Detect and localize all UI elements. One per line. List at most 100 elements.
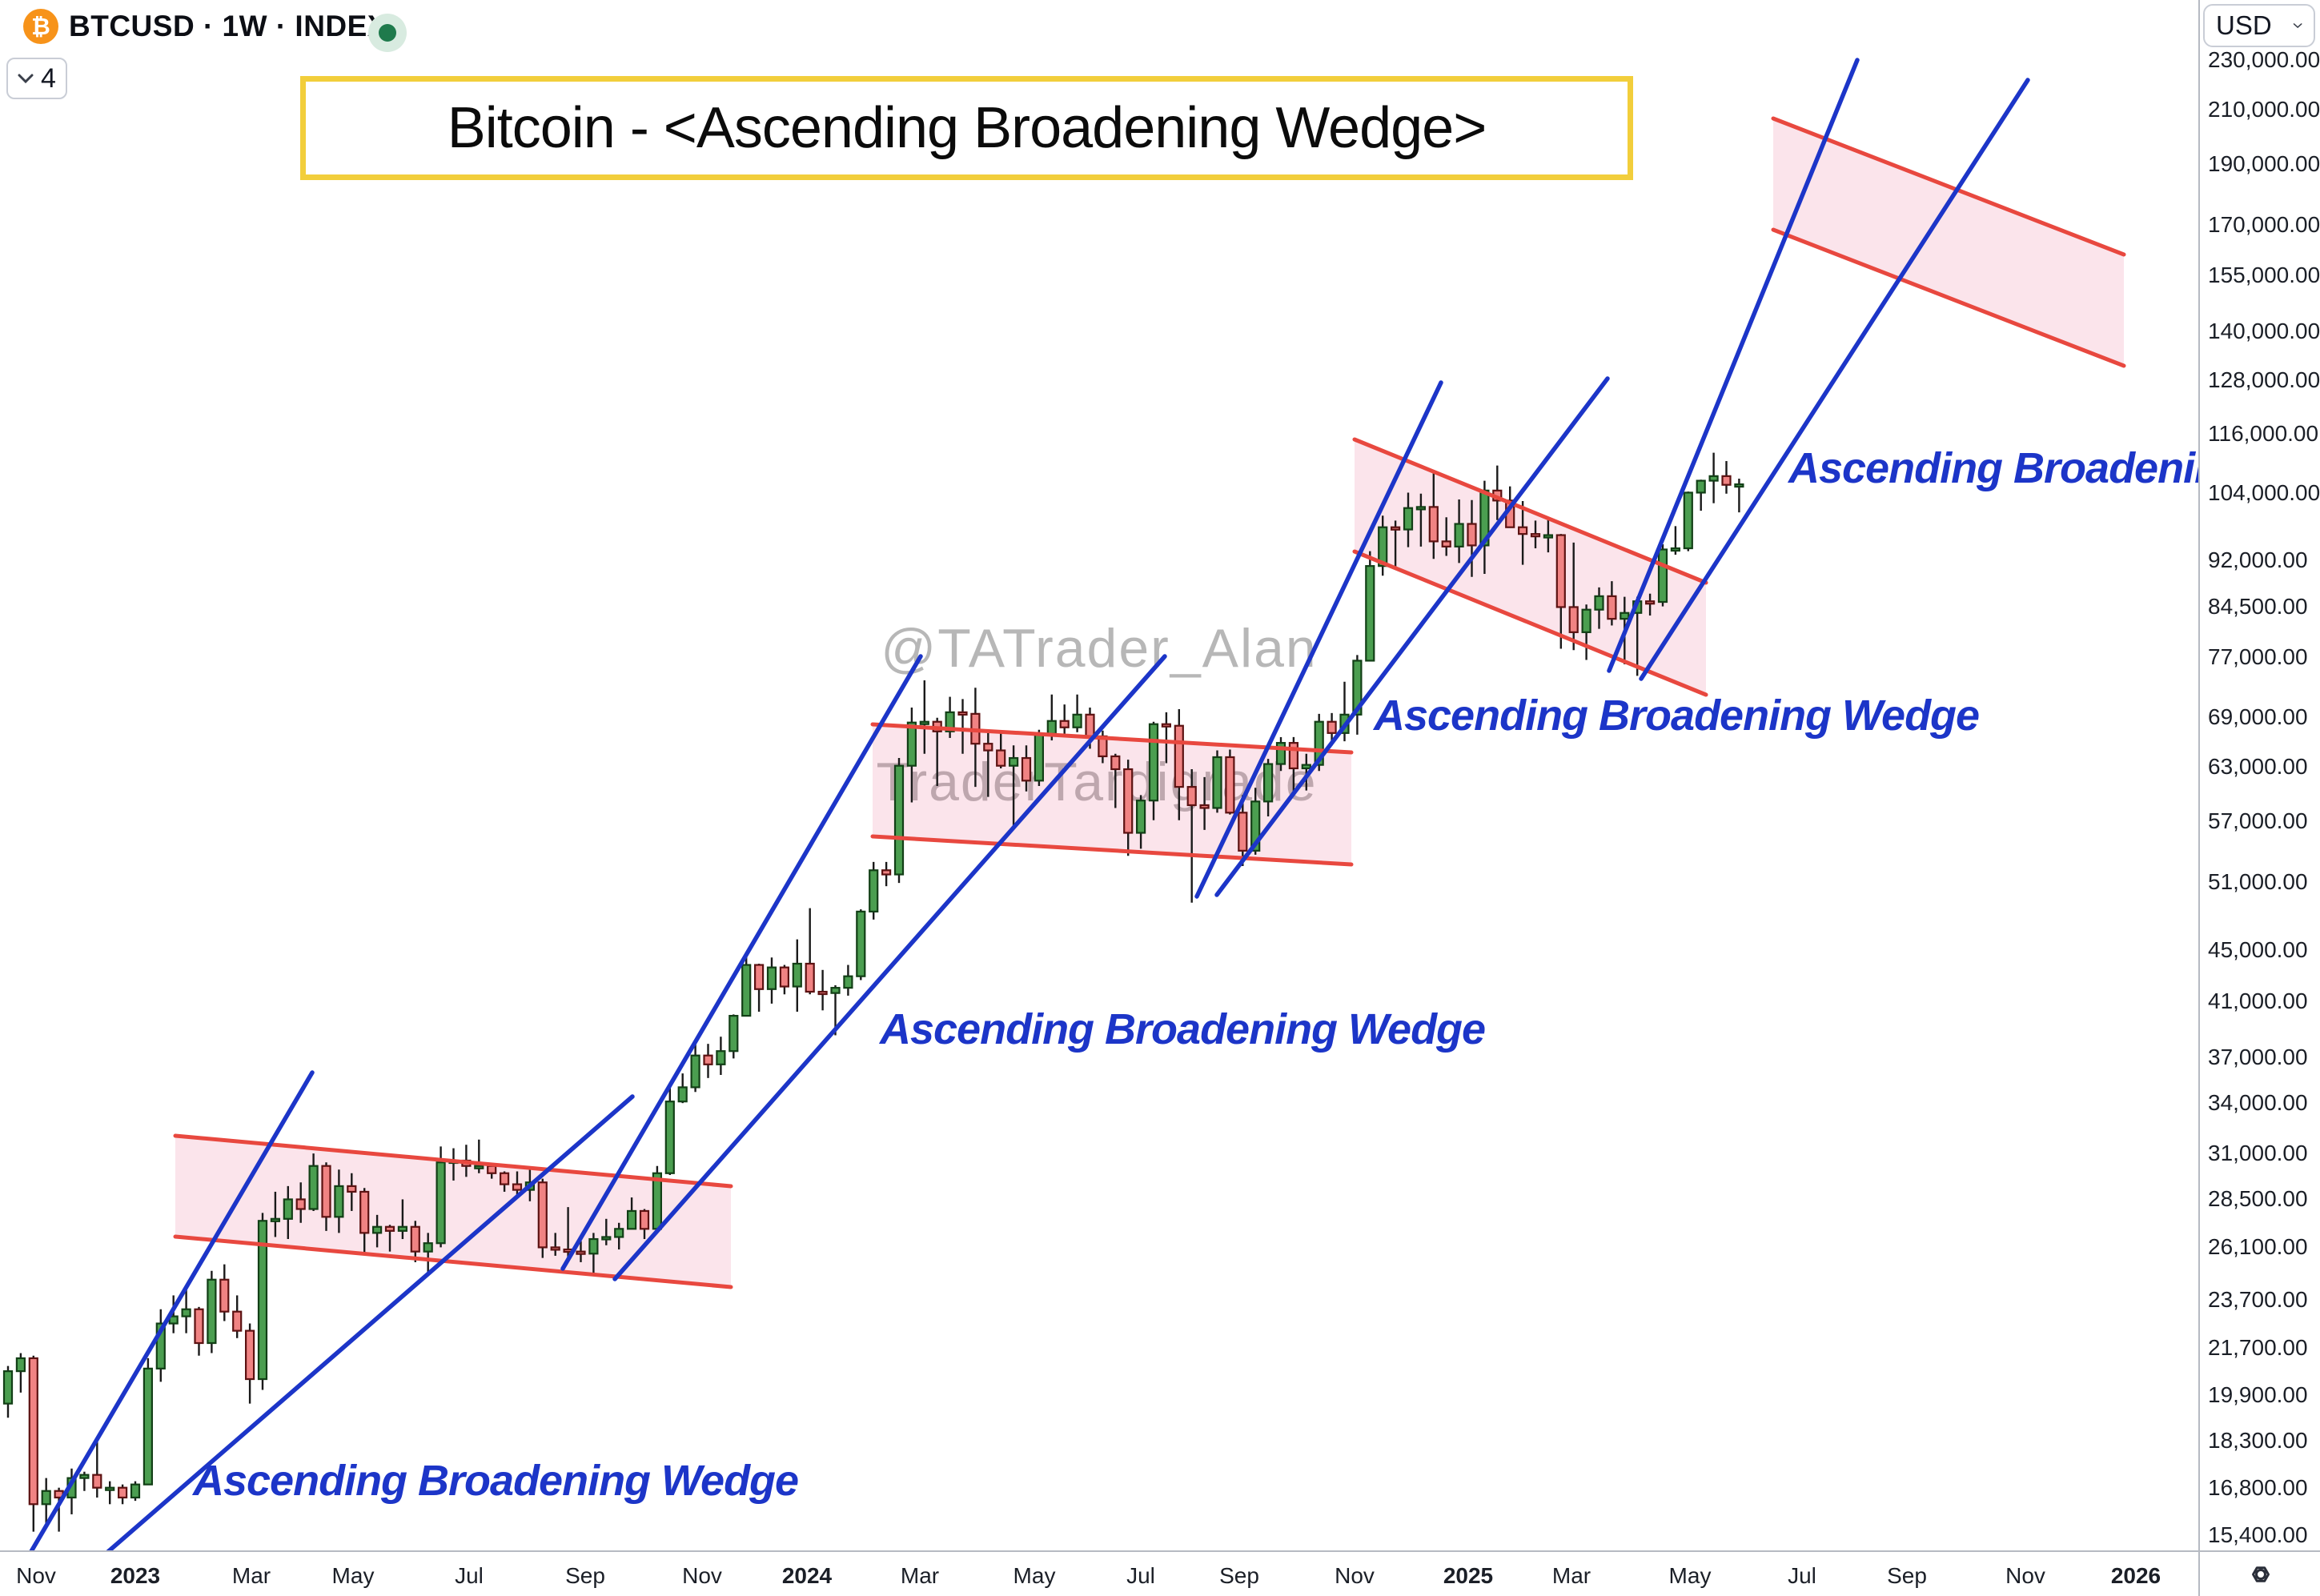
candle-body <box>1148 723 1159 802</box>
bitcoin-icon: ₿ <box>23 9 58 44</box>
wedge-trendline[interactable] <box>1607 58 1860 673</box>
candle-body <box>207 1278 217 1345</box>
candle-body <box>130 1483 141 1499</box>
channel-top-line[interactable] <box>870 722 1354 755</box>
candle-body <box>893 764 905 876</box>
channel-bottom-line[interactable] <box>870 834 1354 867</box>
candle-body <box>142 1367 153 1486</box>
price-axis[interactable]: USD 230,000.00 210,000.00 190,000.00 170,00… <box>2198 0 2320 1596</box>
candle-body <box>257 1220 268 1381</box>
price-tick-label: 69,000.00 <box>2208 704 2308 729</box>
channel-top-line[interactable] <box>1352 437 1708 585</box>
candle-body <box>1543 534 1554 539</box>
chevron-down-icon <box>2293 23 2302 29</box>
candle-body <box>155 1322 166 1369</box>
candle-body <box>1135 800 1146 834</box>
channel-zone[interactable] <box>1773 118 2124 366</box>
price-tick-label: 57,000.00 <box>2208 808 2308 833</box>
candle-body <box>1454 523 1464 547</box>
candle-body <box>410 1225 420 1253</box>
candle-body <box>1046 720 1057 735</box>
candle-body <box>957 711 968 716</box>
candle-body <box>487 1165 497 1174</box>
time-tick-label: Jul <box>455 1563 484 1588</box>
candle-body <box>1390 526 1401 531</box>
channel-bottom-line[interactable] <box>1771 227 2126 368</box>
market-status-icon[interactable] <box>368 14 407 52</box>
currency-selector[interactable]: USD <box>2203 4 2315 47</box>
wedge-label[interactable]: Ascending Broadening Wedge <box>1787 444 2198 492</box>
time-axis[interactable]: Nov 2023 Mar May Jul Sep Nov 2024 Mar May Jul Sep No… <box>0 1550 2198 1596</box>
candle-body <box>384 1225 395 1232</box>
time-tick-label: Nov <box>1335 1563 1375 1588</box>
candle-body <box>1594 595 1604 611</box>
wedge-label[interactable]: Ascending Broadening Wedge <box>1372 692 1980 740</box>
symbol-title[interactable]: BTCUSD · 1W · INDEX <box>69 10 387 42</box>
title-text: Bitcoin - <Ascending Broadening Wedge> <box>447 96 1487 160</box>
candle-body <box>537 1181 548 1249</box>
object-tree-chip[interactable]: 4 <box>6 58 67 99</box>
wedge-label[interactable]: Ascending Broadening Wedge <box>878 1005 1486 1053</box>
price-tick-label: 51,000.00 <box>2208 868 2308 894</box>
candle-body <box>1225 756 1235 814</box>
candle-body <box>1657 548 1668 604</box>
time-tick-label: Sep <box>565 1563 605 1588</box>
candle-body <box>703 1054 713 1065</box>
candle-body <box>15 1357 26 1373</box>
time-tick-label: 2026 <box>2110 1563 2161 1588</box>
candle-body <box>1059 720 1070 728</box>
price-tick-label: 18,300.00 <box>2208 1428 2308 1454</box>
wedge-trendline[interactable] <box>560 654 923 1271</box>
time-tick-label: 2025 <box>1443 1563 1494 1588</box>
candle-body <box>1645 600 1656 605</box>
candle-body <box>576 1250 586 1255</box>
candle-body <box>347 1185 357 1193</box>
candle-body <box>1568 606 1579 633</box>
candle-body <box>1365 565 1375 662</box>
time-tick-label: May <box>331 1563 375 1588</box>
title-banner[interactable]: Bitcoin - <Ascending Broadening Wedge> <box>300 76 1633 180</box>
wedge-trendline[interactable] <box>1194 380 1443 899</box>
candle-body <box>1581 608 1591 633</box>
gear-icon[interactable] <box>2245 1558 2277 1590</box>
candle-body <box>741 964 752 1017</box>
price-tick-label: 63,000.00 <box>2208 753 2308 779</box>
chip-count-label: 4 <box>41 62 56 94</box>
candle-body <box>423 1242 433 1253</box>
candle-body <box>499 1172 510 1185</box>
channel-zone[interactable] <box>1355 439 1706 695</box>
candle-body <box>512 1183 523 1191</box>
wedge-trendline[interactable] <box>612 654 1167 1281</box>
channel-bottom-line[interactable] <box>173 1234 733 1289</box>
watermark-text: @TATrader_Alan <box>881 618 1318 679</box>
price-tick-label: 116,000.00 <box>2208 420 2319 446</box>
wedge-trendline[interactable] <box>29 1070 315 1550</box>
candle-body <box>830 987 841 994</box>
currency-label: USD <box>2216 10 2272 40</box>
candle-body <box>766 966 777 990</box>
time-tick-label: Sep <box>1887 1563 1927 1588</box>
candle-body <box>664 1101 675 1174</box>
time-tick-label: May <box>1668 1563 1712 1588</box>
time-tick-label: 2024 <box>781 1563 833 1588</box>
candle-body <box>1262 763 1274 803</box>
candle-body <box>601 1236 612 1241</box>
candle-body <box>79 1474 90 1479</box>
channel-top-line[interactable] <box>1771 116 2126 257</box>
wedge-trendline[interactable] <box>68 1094 635 1550</box>
price-tick-label: 77,000.00 <box>2208 644 2308 669</box>
price-tick-label: 15,400.00 <box>2208 1522 2308 1547</box>
price-tick-label: 170,000.00 <box>2208 212 2320 238</box>
price-chart-canvas[interactable]: @TATrader_AlanTraderTardigradeAscending … <box>0 0 2198 1550</box>
price-tick-label: 26,100.00 <box>2208 1234 2308 1260</box>
wedge-trendline[interactable] <box>1214 376 1610 897</box>
wedge-label[interactable]: Ascending Broadening Wedge <box>191 1457 799 1505</box>
candle-body <box>1683 491 1693 550</box>
price-tick-label: 128,000.00 <box>2208 367 2320 392</box>
candle-body <box>92 1474 102 1489</box>
wedge-trendline[interactable] <box>1639 78 2030 681</box>
candle-body <box>219 1278 230 1313</box>
candle-body <box>283 1198 293 1220</box>
candle-body <box>1250 800 1261 852</box>
candle-body <box>996 749 1006 767</box>
